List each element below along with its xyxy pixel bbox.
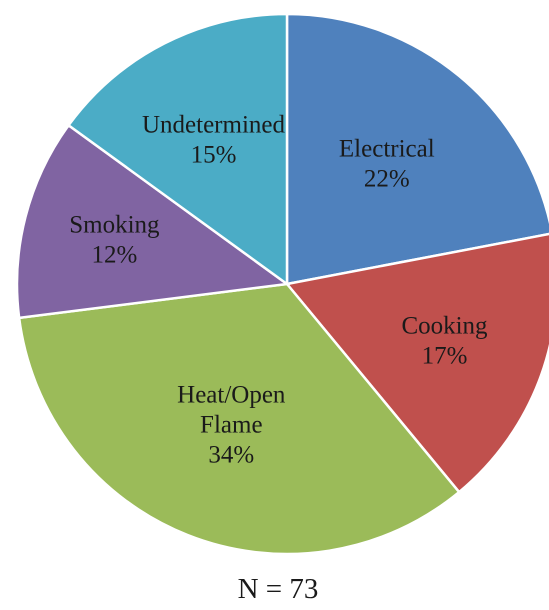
slice-category-label: Cooking xyxy=(401,313,488,340)
slice-value-label: 15% xyxy=(191,142,237,169)
slice-category-label: Electrical xyxy=(339,135,435,162)
slice-value-label: 34% xyxy=(208,442,254,469)
slice-heat-open-flame xyxy=(17,282,461,556)
slice-label-undetermined: Undetermined 15% xyxy=(142,112,286,169)
slice-value-label: 12% xyxy=(91,242,137,269)
slice-label-electrical: Electrical 22% xyxy=(339,135,435,192)
slice-smoking xyxy=(15,123,291,320)
chart-caption: N = 73 xyxy=(238,573,319,605)
slice-category-label: Undetermined xyxy=(142,112,286,139)
pie-slices xyxy=(15,12,549,556)
slice-label-heat-open-flame: Heat/Open Flame 34% xyxy=(177,382,286,469)
slice-label-smoking: Smoking 12% xyxy=(69,212,160,269)
slice-category-label: Heat/Open xyxy=(177,382,286,409)
slice-category-label: Smoking xyxy=(69,212,160,239)
slice-labels: Electrical 22% Cooking 17% Heat/Open Flame 34%… xyxy=(69,112,488,469)
slice-value-label: 22% xyxy=(364,165,410,192)
slice-cooking xyxy=(284,232,549,494)
slice-category-label: Flame xyxy=(200,412,263,439)
slice-undetermined xyxy=(66,12,289,287)
slice-label-cooking: Cooking 17% xyxy=(401,313,488,370)
slice-value-label: 17% xyxy=(422,343,468,370)
slice-electrical xyxy=(285,12,549,286)
